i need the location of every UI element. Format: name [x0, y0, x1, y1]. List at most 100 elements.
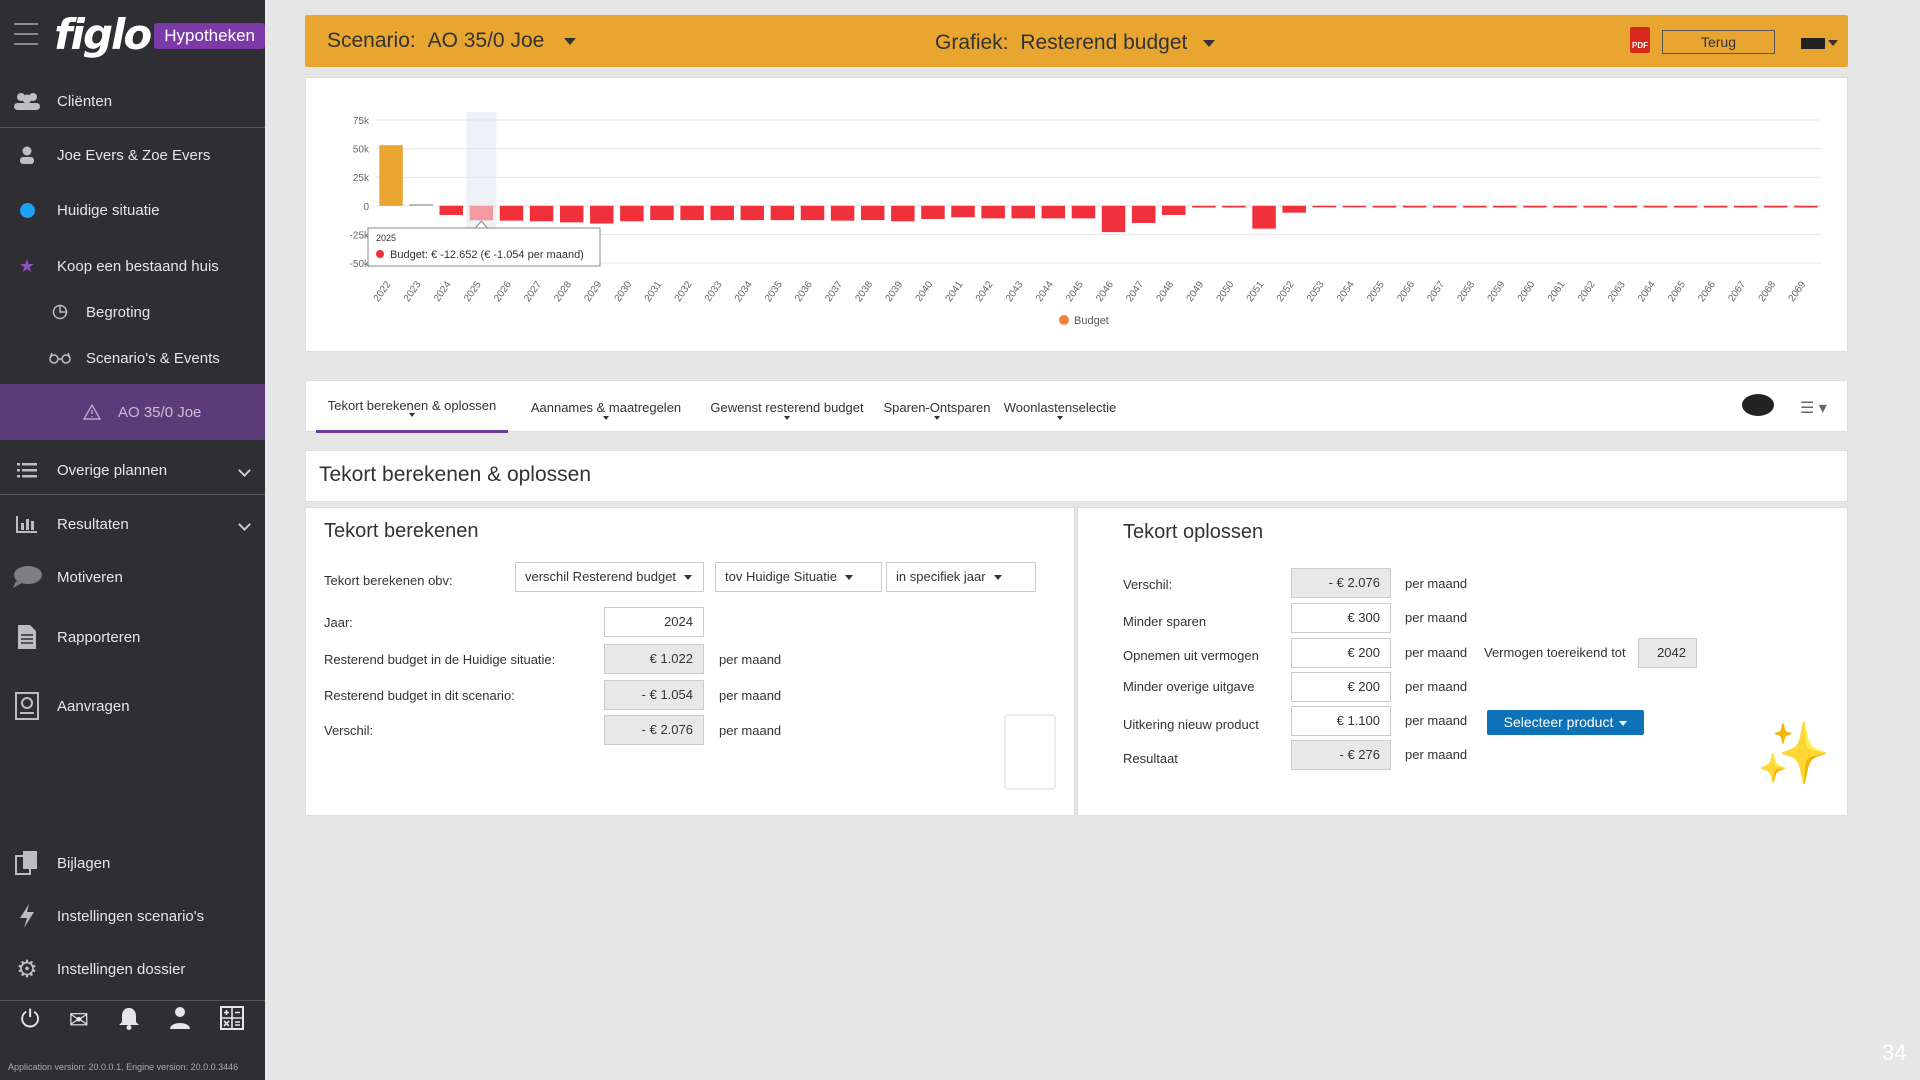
sidebar-item-overige-plannen[interactable]: Overige plannen [0, 455, 265, 485]
chart-bar [1553, 205, 1577, 208]
x-tick-label: 2064 [1636, 279, 1658, 304]
chart-bar [439, 205, 464, 215]
tab-sparen-ontsparen[interactable]: Sparen-Ontsparen [880, 381, 994, 433]
section-header: Tekort berekenen & oplossen [305, 450, 1848, 502]
budget-chart-panel: 75k 50k 25k 0 -25k -50k 2022 2023 2024 2025 2026 20… [305, 77, 1848, 352]
magic-wand-watermark-icon: ✨ [1756, 720, 1831, 787]
pdf-label: PDF [1632, 41, 1648, 50]
sidebar-item-label: Rapporteren [57, 628, 141, 646]
chart-bar [1733, 205, 1758, 208]
x-tick-label: 2024 [432, 279, 454, 304]
pdf-icon[interactable]: PDF [1630, 27, 1650, 53]
sidebar-item-rapporteren[interactable]: Rapporteren [0, 622, 265, 652]
tab-tekort-berekenen[interactable]: Tekort berekenen & oplossen [316, 381, 508, 433]
bell-icon[interactable] [118, 1006, 140, 1037]
sidebar-item-instellingen-scenarios[interactable]: Instellingen scenario's [0, 901, 265, 931]
glasses-icon [48, 352, 72, 364]
verschil-dropdown[interactable]: verschil Resterend budget [515, 562, 704, 592]
vermogen-value: 2042 [1638, 638, 1697, 668]
x-tick-label: 2053 [1305, 279, 1327, 304]
card-title: Tekort berekenen [324, 520, 479, 542]
tab-label: Gewenst resterend budget [710, 399, 864, 415]
x-tick-label: 2045 [1064, 279, 1086, 304]
chart-bar [1071, 205, 1096, 219]
tab-woonlastenselectie[interactable]: Woonlastenselectie [1004, 381, 1116, 433]
x-tick-label: 2069 [1787, 279, 1809, 304]
chart-bar [620, 205, 644, 222]
scenario-budget-value: - € 1.054 [604, 680, 704, 710]
grafiek-label: Grafiek: [935, 31, 1009, 54]
y-tick-label: -50k [350, 259, 370, 270]
terug-button[interactable]: Terug [1662, 30, 1775, 54]
sidebar-item-label: Cliënten [57, 92, 113, 110]
bar-chart-icon [12, 515, 42, 533]
uitkering-input[interactable]: € 1.100 [1291, 706, 1391, 736]
opl-label-opnemen: Opnemen uit vermogen [1123, 648, 1259, 663]
sidebar-item-aanvragen[interactable]: Aanvragen [0, 691, 265, 721]
x-tick-label: 2060 [1516, 279, 1538, 304]
calculator-icon[interactable] [220, 1006, 245, 1037]
jaar-label: Jaar: [324, 615, 353, 630]
caret-down-icon [684, 575, 693, 581]
selecteer-product-button[interactable]: Selecteer product [1487, 710, 1644, 735]
sidebar-item-instellingen-dossier[interactable]: ⚙ Instellingen dossier [0, 954, 265, 984]
chart-bar [1131, 205, 1156, 223]
sidebar-item-label: Joe Evers & Zoe Evers [57, 146, 211, 164]
tooltip-dot [376, 250, 384, 258]
x-tick-label: 2049 [1185, 279, 1207, 304]
opnemen-input[interactable]: € 200 [1291, 638, 1391, 668]
jaar-input[interactable]: 2024 [604, 607, 704, 637]
sidebar-item-huidige-situatie[interactable]: Huidige situatie [0, 195, 265, 225]
chat-icon [12, 565, 42, 589]
sidebar-item-begroting[interactable]: Begroting [0, 297, 265, 327]
x-tick-label: 2032 [673, 279, 695, 304]
mail-icon[interactable]: ✉ [68, 1007, 89, 1034]
power-icon[interactable]: ⏻ [20, 1006, 40, 1033]
minder-overige-input[interactable]: € 200 [1291, 672, 1391, 702]
jaar-mode-dropdown[interactable]: in specifiek jaar [886, 562, 1036, 592]
chart-bar [529, 205, 554, 222]
advisor-icon[interactable] [169, 1006, 191, 1037]
per-maand: per maand [1405, 610, 1468, 625]
tooltip-pointer [474, 220, 489, 229]
sidebar: figlo Hypotheken Cliënten Joe Evers & Zo… [0, 0, 265, 1080]
x-tick-label: 2061 [1546, 279, 1568, 304]
flag-icon[interactable] [1801, 38, 1825, 49]
x-tick-label: 2027 [522, 279, 544, 304]
verschil-value: - € 2.076 [604, 715, 704, 745]
sidebar-item-client-name[interactable]: Joe Evers & Zoe Evers [0, 140, 265, 170]
chart-bar [860, 205, 885, 221]
sidebar-item-resultaten[interactable]: Resultaten [0, 509, 265, 539]
caret-down-icon [934, 416, 940, 420]
chat-icon[interactable] [1742, 394, 1774, 416]
x-tick-label: 2046 [1094, 279, 1116, 304]
chevron-down-icon [238, 463, 251, 477]
sidebar-item-ao-scenario[interactable]: AO 35/0 Joe [0, 397, 265, 427]
scenario-selector[interactable]: Scenario: AO 35/0 Joe [327, 29, 577, 53]
x-tick-label: 2059 [1486, 279, 1508, 304]
sidebar-item-clienten[interactable]: Cliënten [0, 86, 265, 116]
y-tick-label: -25k [350, 230, 370, 241]
tab-aannames[interactable]: Aannames & maatregelen [520, 381, 692, 433]
sidebar-bottom-icons: ⏻ ✉ [0, 1006, 265, 1037]
sidebar-item-motiveren[interactable]: Motiveren [0, 562, 265, 592]
chart-bar [1041, 205, 1066, 219]
hamburger-icon[interactable] [14, 23, 39, 45]
tov-dropdown[interactable]: tov Huidige Situatie [715, 562, 882, 592]
caret-down-icon [993, 575, 1002, 581]
grafiek-selector[interactable]: Grafiek: Resterend budget [935, 31, 1216, 55]
chart-bar [1493, 205, 1517, 208]
sidebar-item-bijlagen[interactable]: Bijlagen [0, 848, 265, 878]
list-menu-icon[interactable]: ☰ ▾ [1800, 400, 1827, 417]
sidebar-item-scenarios[interactable]: Scenario's & Events [0, 343, 265, 373]
y-tick-label: 50k [353, 145, 370, 156]
tab-gewenst-budget[interactable]: Gewenst resterend budget [704, 381, 870, 433]
sidebar-item-koop[interactable]: ★ Koop een bestaand huis [0, 251, 265, 281]
x-tick-label: 2051 [1245, 279, 1267, 304]
dropdown-value: tov Huidige Situatie [725, 569, 838, 584]
grafiek-value: Resterend budget [1020, 31, 1188, 54]
opl-label-uitkering: Uitkering nieuw product [1123, 717, 1259, 732]
per-maand: per maand [719, 723, 782, 738]
minder-sparen-input[interactable]: € 300 [1291, 603, 1391, 633]
